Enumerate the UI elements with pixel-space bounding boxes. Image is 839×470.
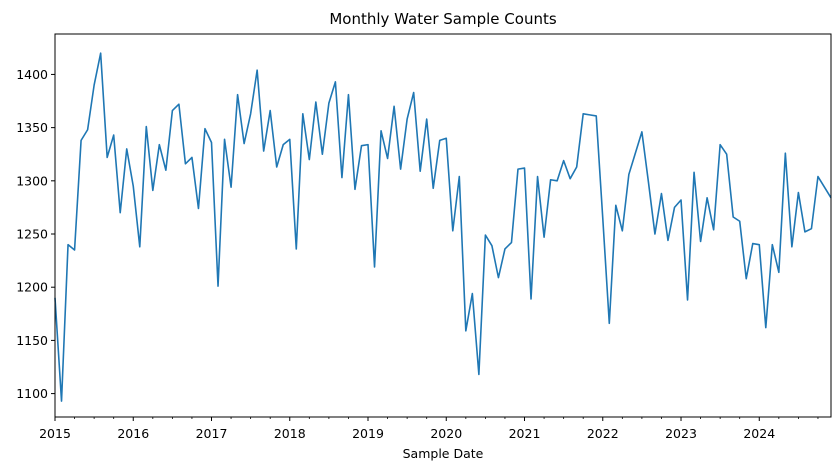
y-tick-label: 1100: [16, 386, 48, 401]
x-tick-label: 2022: [587, 426, 619, 441]
x-axis: 2015 2016 2017 2018 2019 2020 2021 2022 2023 2024: [39, 417, 819, 441]
x-axis-title: Sample Date: [403, 446, 484, 461]
plot-area: [54, 52, 832, 402]
x-tick-label: 2019: [352, 426, 384, 441]
x-tick-label: 2023: [665, 426, 697, 441]
x-tick-label: 2021: [509, 426, 541, 441]
x-tick-label: 2018: [274, 426, 306, 441]
x-tick-label: 2016: [117, 426, 149, 441]
plot-frame: [54, 33, 832, 418]
y-tick-label: 1400: [16, 67, 48, 82]
y-tick-label: 1250: [16, 227, 48, 242]
y-tick-label: 1350: [16, 120, 48, 135]
y-tick-label: 1200: [16, 280, 48, 295]
y-tick-label: 1150: [16, 333, 48, 348]
chart-title: Monthly Water Sample Counts: [329, 10, 556, 28]
x-tick-label: 2020: [430, 426, 462, 441]
series-line: [54, 52, 832, 402]
y-tick-label: 1300: [16, 173, 48, 188]
x-tick-label: 2024: [743, 426, 775, 441]
x-tick-label: 2017: [196, 426, 228, 441]
x-tick-label: 2015: [39, 426, 71, 441]
y-axis: 1100 1150 1200 1250 1300 1350 1400: [16, 67, 55, 401]
